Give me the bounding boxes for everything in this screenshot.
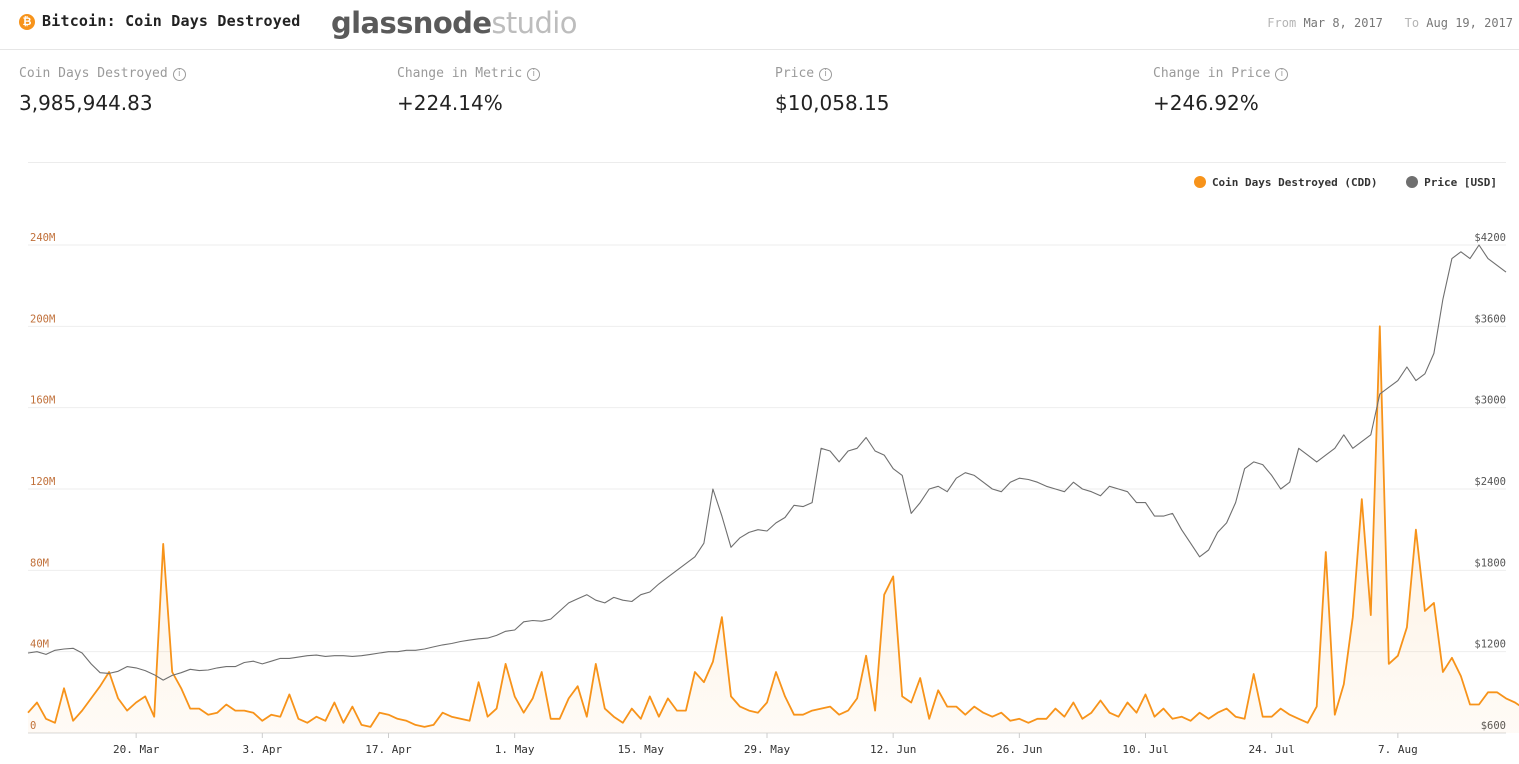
logo-brand-main: glassnode	[331, 6, 492, 40]
x-tick-label: 3. Apr	[242, 743, 282, 756]
x-tick-label: 29. May	[744, 743, 791, 756]
legend-dot	[1193, 176, 1206, 188]
legend-dot	[1406, 176, 1419, 188]
y-right-tick-label: $1800	[1474, 557, 1506, 569]
x-tick-label: 20. Mar	[113, 743, 160, 756]
metric-label: Change in Metric	[397, 66, 523, 81]
y-left-tick-label: 240M	[30, 232, 55, 244]
info-icon[interactable]: i	[527, 68, 541, 81]
logo-brand-sub: studio	[491, 6, 577, 40]
y-left-tick-label: 160M	[30, 395, 55, 407]
metric-value: +224.14%	[397, 91, 503, 115]
info-icon[interactable]: i	[172, 68, 186, 81]
metric-value: 3,985,944.83	[19, 91, 153, 115]
y-left-tick-label: 40M	[30, 639, 49, 651]
cdd-area	[28, 326, 1519, 733]
section-divider	[28, 162, 1506, 163]
x-tick-label: 12. Jun	[870, 743, 916, 756]
top-bar: ₿ Bitcoin: Coin Days Destroyed glassnode…	[0, 0, 1519, 50]
y-right-tick-label: $1200	[1474, 639, 1506, 651]
metric-label: Coin Days Destroyed	[19, 66, 168, 81]
info-icon[interactable]: i	[1275, 68, 1289, 81]
x-tick-label: 7. Aug	[1378, 743, 1418, 756]
price-line	[27, 244, 1507, 681]
y-left-tick-label: 120M	[30, 476, 55, 488]
legend-label: Price [USD]	[1424, 176, 1497, 189]
legend-label: Coin Days Destroyed (CDD)	[1211, 176, 1378, 189]
bitcoin-icon: ₿	[19, 14, 35, 30]
x-tick-label: 24. Jul	[1249, 743, 1295, 756]
y-right-tick-label: $2400	[1474, 476, 1506, 488]
x-tick-label: 15. May	[618, 743, 665, 756]
metrics-row: Coin Days Destroyed i 3,985,944.83 Change…	[0, 66, 1519, 136]
x-tick-label: 1. May	[495, 743, 535, 756]
cdd-line	[27, 325, 1519, 728]
chart-legend: Coin Days Destroyed (CDD) Price [USD]	[1172, 176, 1497, 189]
metric-label: Change in Price	[1153, 66, 1271, 81]
from-label: From	[1267, 16, 1297, 30]
metric-price: Price i $10,058.15	[775, 66, 890, 115]
legend-item-cdd[interactable]: Coin Days Destroyed (CDD)	[1193, 176, 1378, 189]
y-right-tick-label: $4200	[1474, 232, 1506, 244]
metric-value: +246.92%	[1153, 91, 1259, 115]
to-date[interactable]: Aug 19, 2017	[1426, 16, 1513, 30]
to-label: To	[1404, 16, 1420, 30]
x-tick-label: 26. Jun	[996, 743, 1042, 756]
y-right-tick-label: $3000	[1474, 395, 1506, 407]
legend-item-price[interactable]: Price [USD]	[1406, 176, 1497, 189]
date-range[interactable]: From Mar 8, 2017 To Aug 19, 2017	[1267, 16, 1513, 30]
metric-coin-days-destroyed: Coin Days Destroyed i 3,985,944.83	[19, 66, 186, 115]
y-right-tick-label: $3600	[1474, 313, 1506, 325]
from-date[interactable]: Mar 8, 2017	[1303, 16, 1383, 30]
page-title: Bitcoin: Coin Days Destroyed	[42, 12, 301, 30]
glassnode-logo[interactable]: glassnodestudio	[331, 6, 577, 40]
metric-value: $10,058.15	[775, 91, 890, 115]
y-left-tick-label: 80M	[30, 557, 49, 569]
metric-change-in-metric: Change in Metric i +224.14%	[397, 66, 541, 115]
metric-label: Price	[775, 66, 815, 81]
y-left-tick-label: 200M	[30, 313, 55, 325]
x-tick-label: 17. Apr	[365, 743, 412, 756]
x-tick-label: 10. Jul	[1122, 743, 1168, 756]
metric-change-in-price: Change in Price i +246.92%	[1153, 66, 1289, 115]
info-icon[interactable]: i	[819, 68, 833, 81]
